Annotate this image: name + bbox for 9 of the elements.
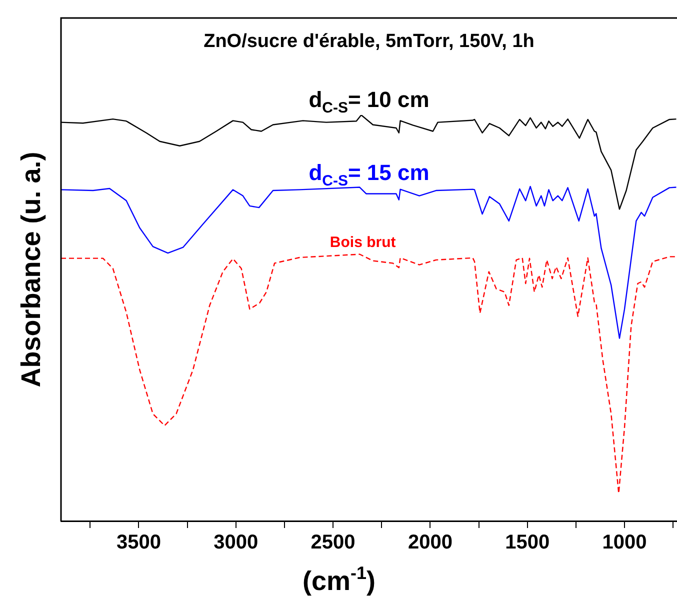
x-tick-label: 1500: [505, 532, 550, 554]
x-tick-label: 3500: [116, 532, 161, 554]
series-label: Bois brut: [330, 234, 396, 251]
x-tick-label: 1000: [602, 532, 647, 554]
y-axis-title: Absorbance (u. a.): [16, 152, 46, 388]
chart-title: ZnO/sucre d'érable, 5mTorr, 150V, 1h: [204, 31, 534, 52]
x-tick-label: 3000: [214, 532, 258, 554]
x-tick-label: 2000: [408, 532, 452, 554]
x-tick-label: 2500: [310, 532, 356, 554]
